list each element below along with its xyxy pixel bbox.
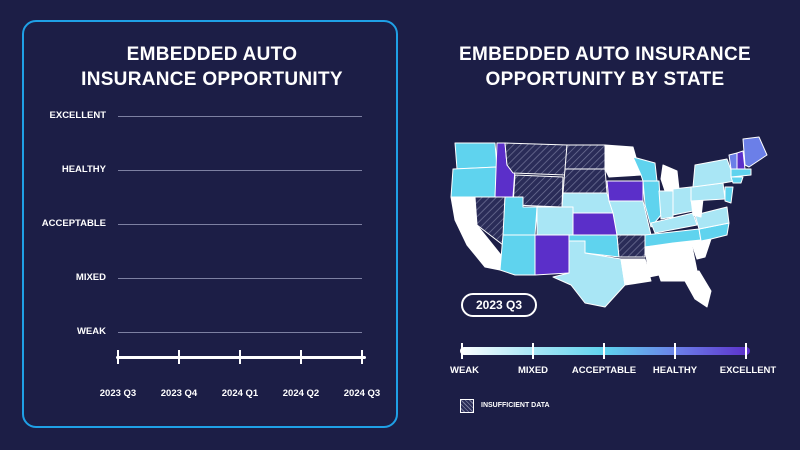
legend-level-label: ACCEPTABLE bbox=[571, 365, 637, 376]
state-ma bbox=[730, 168, 752, 178]
x-axis bbox=[116, 356, 366, 359]
state-in bbox=[658, 190, 674, 220]
right-chart-title: EMBEDDED AUTO INSURANCE OPPORTUNITY BY S… bbox=[425, 42, 785, 92]
state-nd bbox=[564, 144, 606, 170]
x-tick bbox=[117, 350, 119, 364]
legend-tick bbox=[461, 343, 463, 359]
y-grid-line bbox=[118, 170, 362, 171]
x-tick-label: 2024 Q3 bbox=[343, 388, 381, 399]
state-nj bbox=[724, 186, 734, 204]
state-il bbox=[642, 180, 662, 228]
state-sd bbox=[562, 168, 608, 194]
state-mt bbox=[504, 142, 568, 176]
legend-level-label: EXCELLENT bbox=[719, 365, 777, 376]
x-tick bbox=[178, 350, 180, 364]
insufficient-data-swatch bbox=[460, 399, 474, 413]
state-tx bbox=[552, 240, 626, 308]
x-tick-label: 2023 Q3 bbox=[99, 388, 137, 399]
y-level-label: WEAK bbox=[76, 326, 106, 337]
opportunity-chart-panel: EMBEDDED AUTO INSURANCE OPPORTUNITY bbox=[22, 20, 398, 428]
state-nm bbox=[534, 234, 570, 276]
state-az bbox=[499, 234, 536, 276]
x-tick bbox=[300, 350, 302, 364]
right-chart-title-line1: EMBEDDED AUTO INSURANCE bbox=[459, 44, 751, 65]
state-mi bbox=[660, 164, 680, 192]
state-mn bbox=[604, 144, 642, 178]
state-ia bbox=[606, 180, 644, 202]
state-me bbox=[742, 136, 768, 168]
state-fl bbox=[658, 270, 712, 308]
x-tick-label: 2024 Q2 bbox=[282, 388, 320, 399]
state-oh bbox=[672, 186, 694, 216]
state-va bbox=[694, 206, 730, 230]
state-ky bbox=[650, 212, 698, 234]
current-quarter-badge: 2023 Q3 bbox=[461, 293, 537, 317]
y-level-label: ACCEPTABLE bbox=[41, 218, 106, 229]
y-grid-line bbox=[118, 278, 362, 279]
x-tick bbox=[361, 350, 363, 364]
state-al bbox=[658, 242, 676, 276]
state-co bbox=[536, 206, 574, 236]
y-grid-line bbox=[118, 332, 362, 333]
state-or bbox=[450, 166, 498, 198]
x-tick-label: 2023 Q4 bbox=[160, 388, 198, 399]
y-level-label: MIXED bbox=[75, 272, 106, 283]
legend-color-scale bbox=[460, 347, 750, 355]
legend-tick bbox=[532, 343, 534, 359]
state-wa bbox=[454, 142, 498, 170]
legend-level-label: HEALTHY bbox=[652, 365, 698, 376]
us-state-map bbox=[450, 136, 768, 308]
state-ks bbox=[572, 212, 618, 236]
state-ny bbox=[692, 158, 736, 188]
insufficient-data-label: INSUFFICIENT DATA bbox=[481, 402, 550, 409]
legend-level-label: WEAK bbox=[450, 365, 480, 376]
x-tick bbox=[239, 350, 241, 364]
left-chart-title-line1: EMBEDDED AUTO bbox=[126, 44, 298, 65]
y-grid-line bbox=[118, 224, 362, 225]
legend-tick bbox=[745, 343, 747, 359]
right-chart-title-line2: OPPORTUNITY BY STATE bbox=[485, 69, 725, 90]
state-ar bbox=[616, 234, 646, 258]
y-grid-line bbox=[118, 116, 362, 117]
left-chart-title: EMBEDDED AUTO INSURANCE OPPORTUNITY bbox=[24, 42, 400, 92]
legend-level-label: MIXED bbox=[517, 365, 549, 376]
legend-tick bbox=[603, 343, 605, 359]
legend-tick bbox=[674, 343, 676, 359]
state-la bbox=[620, 258, 652, 286]
y-level-label: EXCELLENT bbox=[49, 110, 106, 121]
y-level-label: HEALTHY bbox=[61, 164, 106, 175]
state-wv bbox=[690, 198, 704, 218]
state-vt bbox=[728, 152, 738, 170]
x-tick-label: 2024 Q1 bbox=[221, 388, 259, 399]
left-chart-title-line2: INSURANCE OPPORTUNITY bbox=[81, 69, 343, 90]
state-ct bbox=[730, 176, 744, 184]
